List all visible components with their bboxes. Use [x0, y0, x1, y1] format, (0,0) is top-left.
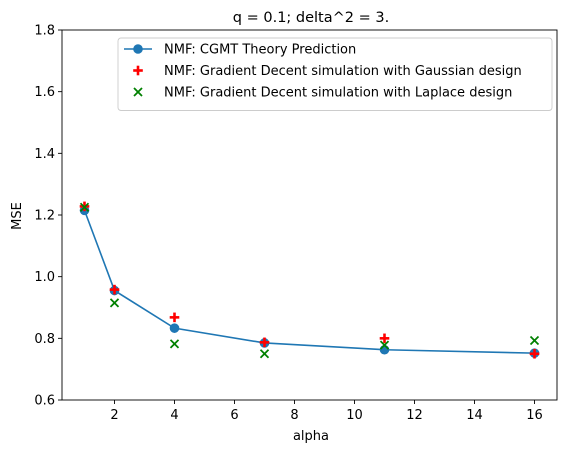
legend-item-3-label: NMF: Gradient Decent simulation with Lap… — [164, 86, 512, 101]
series-3-point — [169, 339, 180, 349]
x-tick-label: 4 — [170, 408, 178, 423]
series-1-point — [379, 344, 390, 355]
series-1-point-shape — [169, 323, 180, 333]
series-3-point-stroke-b — [259, 349, 270, 359]
y-tick-label: 1.2 — [34, 209, 55, 224]
legend-item-2-label: NMF: Gradient Decent simulation with Gau… — [164, 64, 522, 79]
series-2-point — [259, 337, 270, 348]
y-tick-label: 1.8 — [34, 24, 55, 39]
legend-item-1-marker-shape — [133, 44, 143, 54]
plot-area: 2 4 6 8 10 12 14 16 0.6 0.8 1.0 1.2 1.4 1.6 1.8 — [34, 24, 558, 423]
x-tick-label: 10 — [346, 408, 363, 423]
series-3-point — [379, 340, 390, 350]
series-2-point — [109, 284, 120, 295]
legend-item-1-marker — [133, 44, 143, 54]
legend-item-2-marker — [133, 65, 143, 76]
axes-frame — [61, 29, 558, 401]
series-2-point — [529, 348, 540, 359]
legend-box — [117, 37, 553, 111]
series-3-point — [259, 349, 270, 359]
y-tick-label: 0.8 — [34, 332, 55, 347]
legend-item-1-label: NMF: CGMT Theory Prediction — [164, 43, 356, 58]
y-tick-label: 1.6 — [34, 85, 55, 100]
x-tick-label: 14 — [466, 408, 483, 423]
series-1-point — [169, 323, 180, 333]
series-3-point — [79, 202, 90, 212]
series-3-point-stroke-b — [169, 339, 180, 349]
series-1-point-shape — [379, 344, 390, 355]
series-3-point — [529, 335, 540, 346]
x-axis-label: alpha — [293, 429, 329, 444]
series-2-point — [169, 312, 180, 323]
series-3-point — [109, 298, 120, 308]
y-tick-label: 0.6 — [34, 394, 55, 409]
series-3-point-stroke-b — [529, 335, 540, 346]
y-tick-label: 1.0 — [34, 270, 55, 285]
legend: NMF: CGMT Theory Prediction NMF: Gradient… — [117, 37, 553, 111]
series-2-point — [379, 333, 390, 344]
x-tick-label: 8 — [290, 408, 298, 423]
y-axis-label: MSE — [10, 202, 25, 230]
series-3-point-stroke-b — [379, 340, 390, 350]
chart-title: q = 0.1; delta^2 = 3. — [233, 10, 389, 26]
x-tick-label: 16 — [526, 408, 543, 423]
series-3-point-stroke-b — [79, 202, 90, 212]
legend-item-3-marker — [133, 87, 143, 97]
series-1-line — [83, 210, 535, 354]
y-tick-label: 1.4 — [34, 147, 55, 162]
x-tick-label: 2 — [110, 408, 118, 423]
legend-item-3-marker-stroke-b — [133, 87, 143, 97]
x-tick-label: 6 — [230, 408, 238, 423]
series-3-point-stroke-b — [109, 298, 120, 308]
x-tick-label: 12 — [406, 408, 423, 423]
